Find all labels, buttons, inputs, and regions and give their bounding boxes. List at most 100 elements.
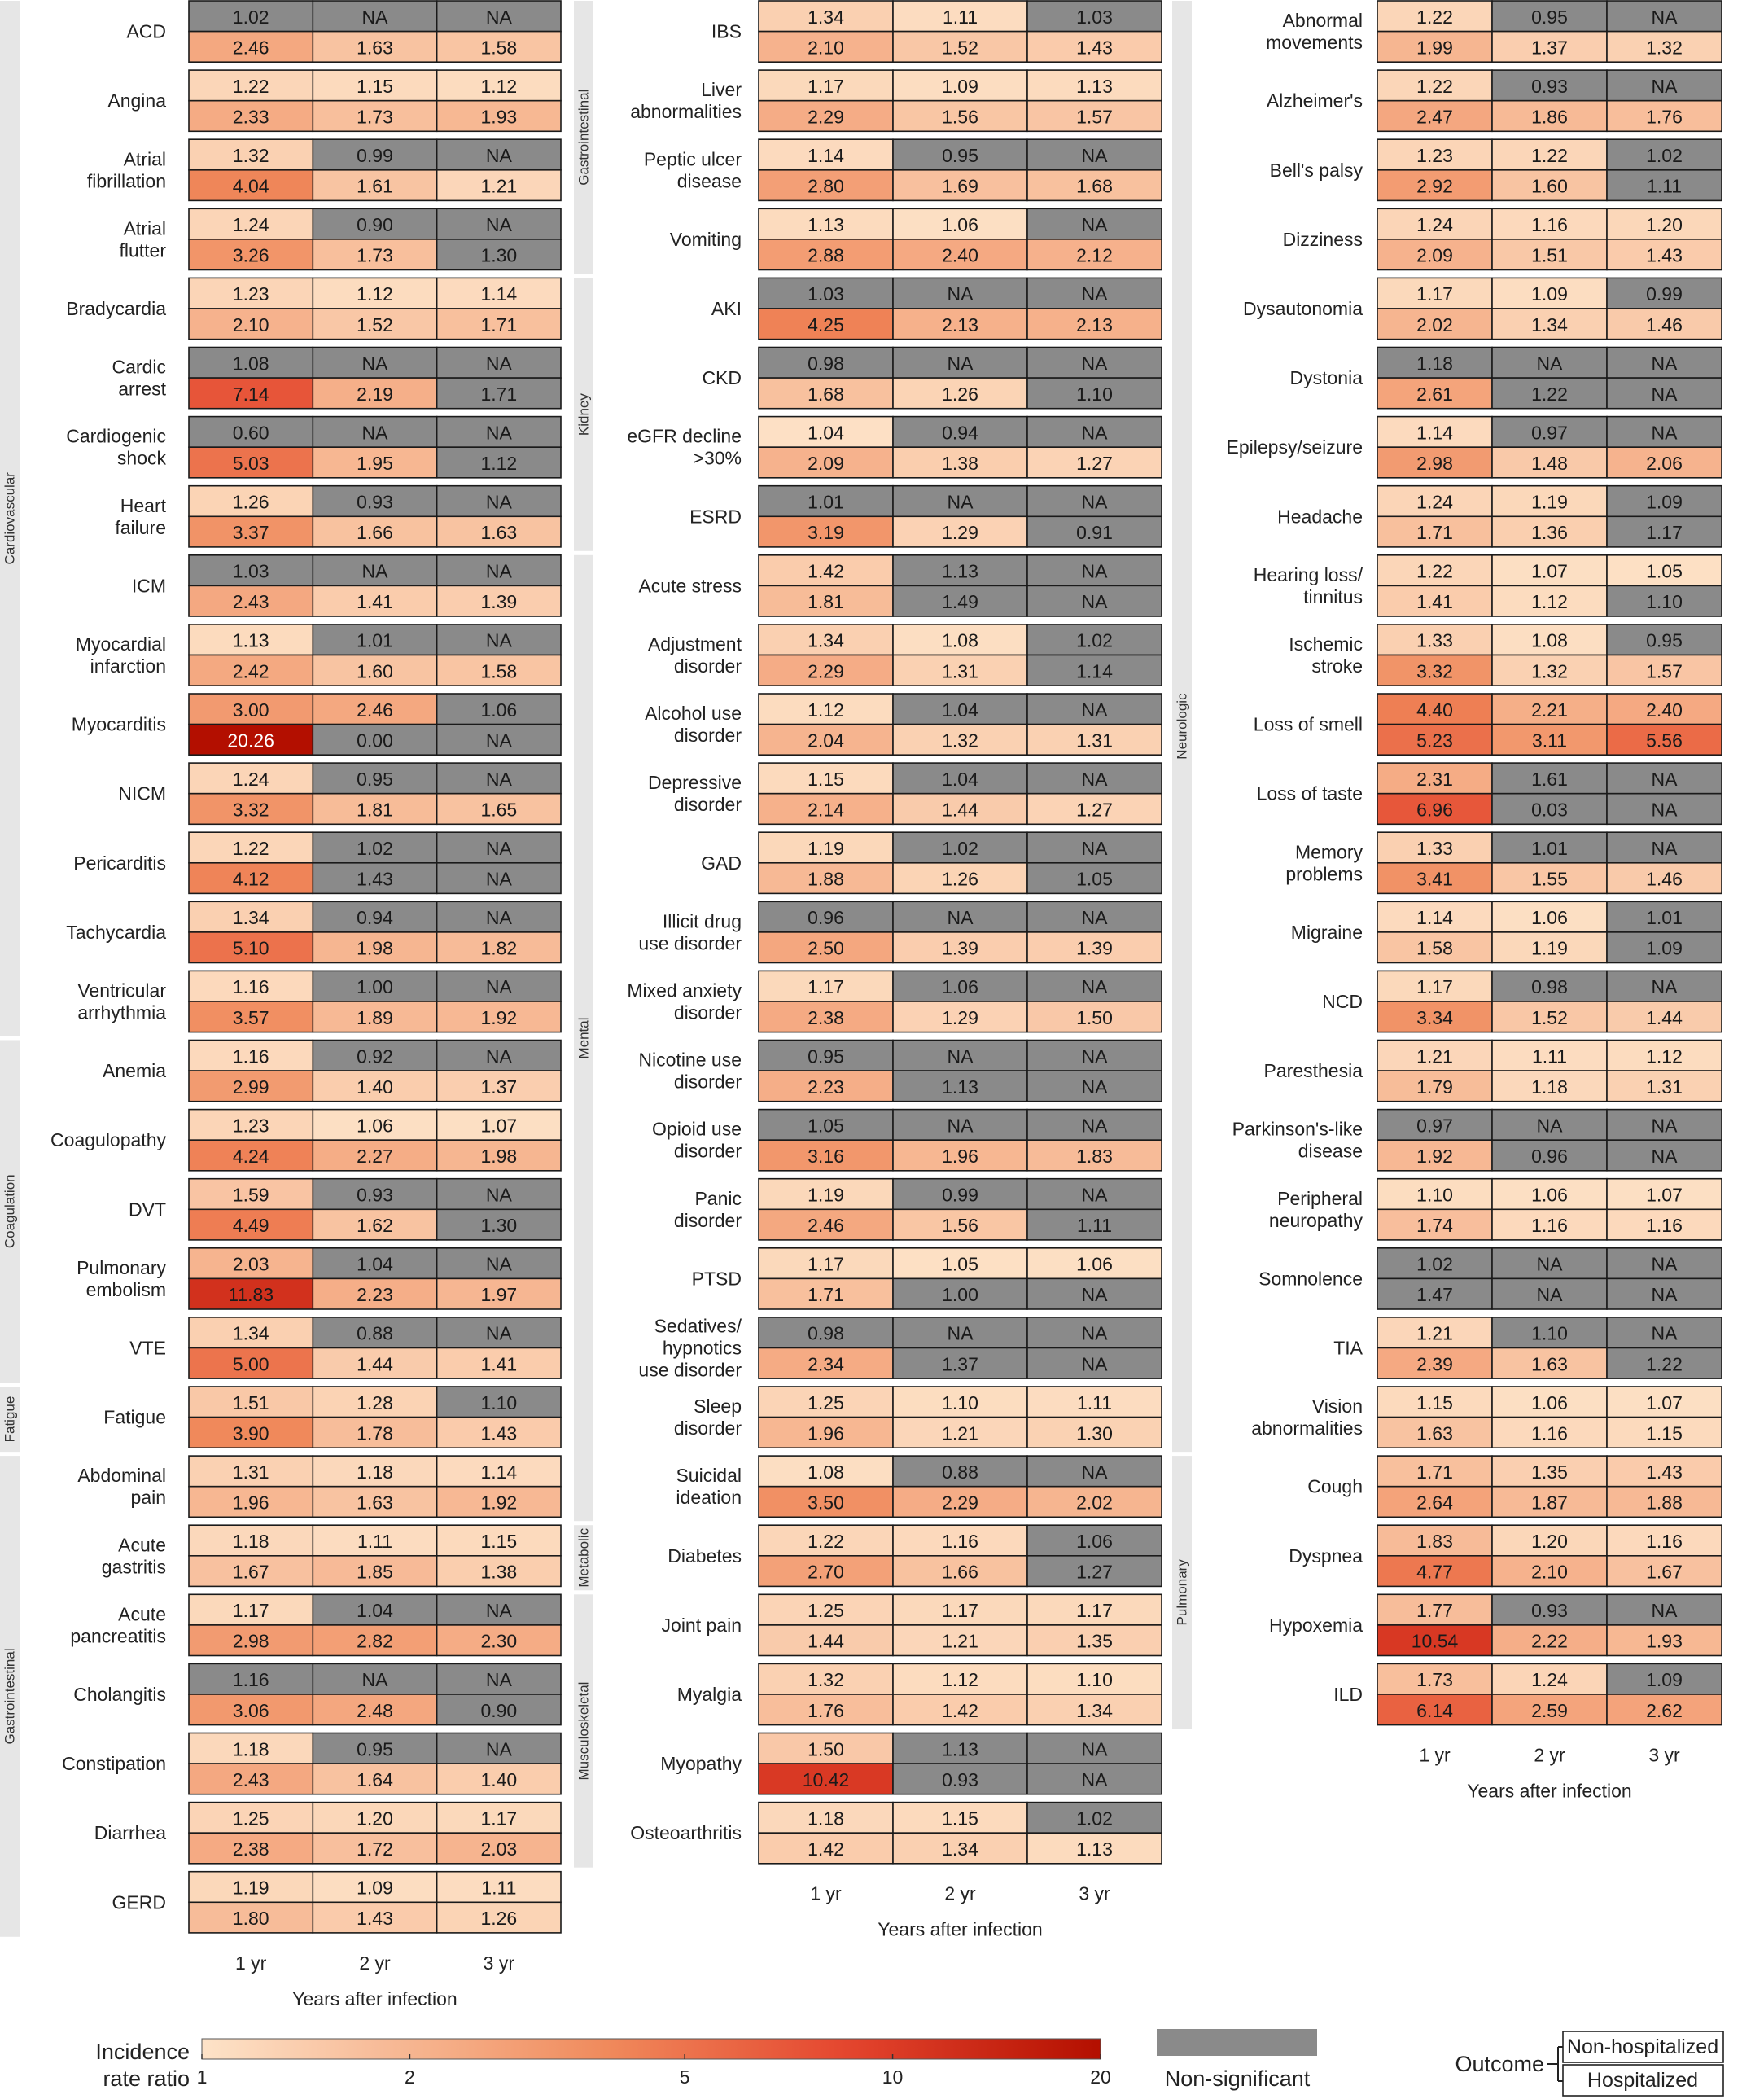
heatmap-cell (1026, 762, 1162, 795)
cell-value: 1.34 (1531, 314, 1568, 335)
condition-block: 1.83 1.20 1.16 4.77 2.10 1.67 Dyspnea (1289, 1524, 1722, 1588)
panel-1: Cardiovascular 1.02 NA NA 2.46 1.63 1.58 ACD 1.2… (0, 0, 562, 2009)
cell-value: 1.37 (942, 1353, 978, 1374)
heatmap-cell (1026, 654, 1162, 686)
cell-value: 1.51 (1531, 245, 1568, 266)
cell-value: 1.14 (1076, 660, 1113, 681)
cell-value: NA (1082, 561, 1109, 582)
heatmap-cell (758, 1277, 894, 1310)
heatmap-cell (188, 1208, 314, 1241)
heatmap-cell (1491, 1208, 1608, 1241)
condition-block: 1.22 1.15 1.12 2.33 1.73 1.93 Angina (107, 69, 562, 133)
heatmap-cell (758, 1416, 894, 1448)
cell-value: NA (486, 1669, 513, 1690)
cell-value: 1.22 (1646, 1353, 1683, 1374)
colorbar (201, 2038, 1101, 2060)
heatmap-cell (188, 1317, 314, 1349)
condition-label: stroke (1311, 655, 1363, 677)
cell-value: 1.30 (480, 245, 517, 266)
heatmap-cell (188, 1070, 314, 1102)
heatmap-cell (436, 0, 562, 33)
condition-label: Acute stress (638, 575, 742, 596)
cell-value: 1.24 (1416, 492, 1453, 513)
heatmap-cell (1026, 308, 1162, 340)
cell-value: NA (1652, 838, 1679, 859)
cell-value: 1.33 (1416, 630, 1453, 651)
cell-value: 1.44 (808, 1631, 844, 1652)
condition-label: Acute (118, 1603, 166, 1624)
condition-label: Dysautonomia (1243, 298, 1363, 319)
cell-value: 1.34 (942, 1838, 978, 1860)
cell-value: 1.10 (1646, 591, 1683, 612)
condition-block: 1.18 NA NA 2.61 1.22 NA Dystonia (1290, 346, 1722, 410)
cell-value: 1.00 (942, 1284, 978, 1305)
x-axis-title: Years after infection (292, 1988, 457, 2009)
condition-label: GAD (701, 852, 742, 874)
condition-label: abnormalities (630, 101, 742, 122)
x-tick-label: 2 yr (359, 1952, 391, 1974)
cell-value: 1.13 (808, 214, 844, 235)
cell-value: 1.12 (357, 283, 393, 305)
heatmap-cell (758, 0, 894, 33)
cell-value: 1.79 (1416, 1076, 1453, 1098)
cell-value: 1.41 (480, 1353, 517, 1374)
cell-value: 1.23 (233, 1115, 269, 1136)
cell-value: NA (948, 353, 974, 374)
heatmap-cell (436, 1801, 562, 1834)
cell-value: 1.26 (942, 869, 978, 890)
condition-block: 1.16 NA NA 3.06 2.48 0.90 Cholangitis (73, 1663, 562, 1726)
heatmap-cell (1606, 138, 1722, 171)
condition-label: disorder (674, 1002, 742, 1023)
heatmap-cell (1026, 1108, 1162, 1141)
cell-value: 1.92 (480, 1492, 517, 1514)
cell-value: 2.23 (808, 1076, 844, 1098)
condition-label: pancreatitis (70, 1625, 166, 1646)
condition-block: 1.24 1.16 1.20 2.09 1.51 1.43 Dizziness (1283, 208, 1722, 271)
heatmap-cell (1026, 239, 1162, 271)
cell-value: 1.33 (1416, 838, 1453, 859)
heatmap-cell (188, 970, 314, 1002)
cell-value: 1.23 (233, 283, 269, 305)
heatmap-cell (758, 1832, 894, 1865)
condition-block: 1.42 1.13 NA 1.81 1.49 NA Acute stress (638, 554, 1162, 617)
cell-value: 4.24 (233, 1146, 269, 1167)
cell-value: 2.88 (808, 245, 844, 266)
condition-label: TIA (1333, 1338, 1363, 1359)
condition-label: ESRD (689, 506, 742, 527)
heatmap-cell (1377, 1416, 1493, 1448)
heatmap-cell (1606, 723, 1722, 756)
heatmap-cell (436, 377, 562, 410)
cell-value: 1.97 (480, 1284, 517, 1305)
heatmap-cell (758, 1139, 894, 1172)
heatmap-cell (892, 69, 1028, 102)
cell-value: 1.19 (808, 1185, 844, 1206)
cell-value: 1.15 (480, 1531, 517, 1552)
heatmap-cell (1491, 1485, 1608, 1518)
condition-block: 1.59 0.93 NA 4.49 1.62 1.30 DVT (129, 1177, 562, 1241)
cell-value: 2.42 (233, 660, 269, 681)
cell-value: 1.30 (1076, 1422, 1113, 1444)
cell-value: 1.12 (1646, 1045, 1683, 1067)
heatmap-cell (892, 792, 1028, 826)
outcome-title: Outcome (1455, 2052, 1544, 2076)
cell-value: 1.00 (357, 976, 393, 997)
heatmap-cell (758, 208, 894, 240)
cell-value: 0.93 (1531, 76, 1568, 97)
cell-value: 1.13 (942, 1076, 978, 1098)
heatmap-cell (1026, 1624, 1162, 1657)
heatmap-cell (1377, 792, 1493, 826)
cell-value: 1.20 (1531, 1531, 1568, 1552)
cell-value: NA (486, 1045, 513, 1067)
cell-value: 2.04 (808, 730, 844, 751)
cell-value: 2.39 (1416, 1353, 1453, 1374)
cell-value: 1.21 (480, 176, 517, 197)
cell-value: 1.08 (942, 630, 978, 651)
heatmap-cell (436, 1139, 562, 1172)
heatmap-cell (1606, 585, 1722, 617)
condition-label: Fatigue (103, 1407, 166, 1428)
cell-value: 1.40 (357, 1076, 393, 1098)
condition-label: Tachycardia (66, 922, 166, 943)
